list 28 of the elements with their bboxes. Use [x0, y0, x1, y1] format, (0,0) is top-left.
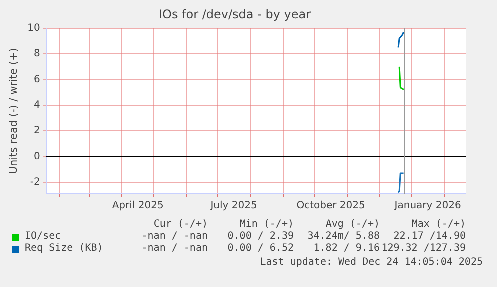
- y-tick-label: 0: [34, 151, 40, 162]
- text: Min (-/+): [238, 219, 294, 231]
- text: 34.24m/ 5.88: [306, 231, 380, 243]
- text: Max (-/+): [410, 219, 466, 231]
- y-tick-label: 8: [34, 48, 40, 60]
- text: 22.17 /14.90: [392, 231, 466, 243]
- text: 1.82 / 9.16: [312, 243, 380, 255]
- text: Cur (-/+): [152, 219, 208, 231]
- legend-label: Req Size (KB): [25, 243, 104, 255]
- x-tick-label: October 2025: [296, 200, 366, 212]
- text: Avg (-/+): [324, 219, 380, 231]
- text: -nan / -nan: [140, 231, 208, 243]
- y-tick-label: -2: [30, 177, 40, 188]
- x-tick-label: July 2025: [210, 200, 258, 212]
- chart-title: IOs for /dev/sda - by year: [158, 7, 312, 22]
- y-tick-label: 10: [28, 22, 40, 34]
- y-tick-label: 6: [34, 74, 40, 86]
- y-axis-title: Units read (-) / write (+): [8, 48, 20, 174]
- x-tick-label: April 2025: [112, 200, 164, 212]
- text: 129.32 /127.39: [380, 243, 466, 255]
- text: 0.00 / 2.39: [226, 231, 294, 243]
- text: -nan / -nan: [140, 243, 208, 255]
- legend-label: IO/sec: [25, 231, 62, 243]
- text: Last update: Wed Dec 24 14:05:04 2025: [260, 257, 483, 268]
- y-tick-label: 2: [34, 126, 40, 137]
- x-tick-label: January 2026: [394, 200, 462, 212]
- text: 0.00 / 6.52: [226, 243, 294, 255]
- y-tick-label: 4: [34, 100, 40, 112]
